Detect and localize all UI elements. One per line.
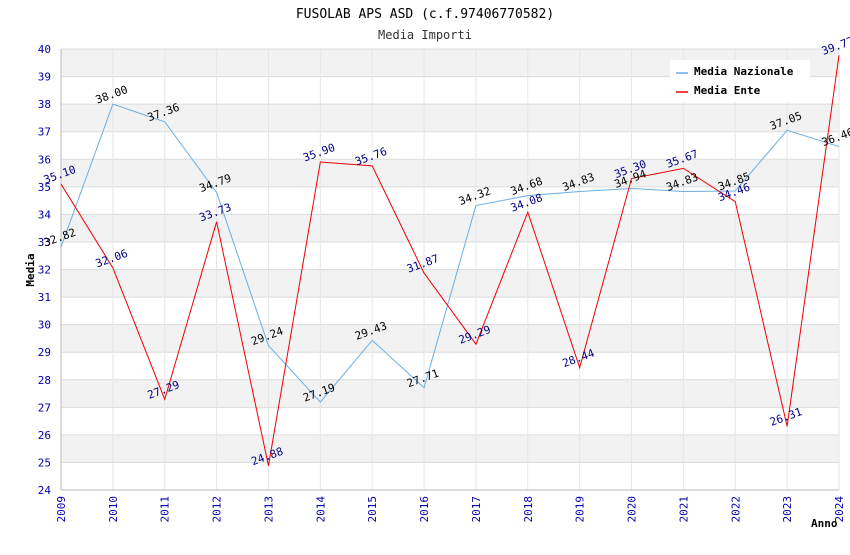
x-tick-label: 2018 <box>522 496 535 523</box>
grid-band <box>61 159 839 187</box>
grid-band <box>61 104 839 132</box>
legend-label-nazionale: Media Nazionale <box>694 65 794 78</box>
x-tick-label: 2022 <box>729 496 742 523</box>
x-tick-label: 2016 <box>418 496 431 523</box>
x-tick-label: 2009 <box>55 496 68 523</box>
y-tick-label: 35 <box>38 181 51 194</box>
x-axis-label: Anno <box>811 517 838 530</box>
x-tick-label: 2017 <box>470 496 483 523</box>
data-label: 38.00 <box>94 83 130 107</box>
data-label: 32.82 <box>42 226 78 250</box>
grid-band <box>61 434 839 463</box>
y-tick-label: 31 <box>38 291 51 304</box>
y-tick-label: 33 <box>38 236 51 249</box>
chart-title: FUSOLAB APS ASD (c.f.97406770582) <box>296 7 554 22</box>
x-tick-label: 2021 <box>677 496 690 523</box>
legend-background <box>670 60 810 102</box>
axes <box>60 49 839 491</box>
y-tick-label: 29 <box>38 346 51 359</box>
data-label: 26.31 <box>768 405 804 429</box>
x-tick-labels: 2009 2010 2011 2012 2013 2014 2015 2016 2017 2018… <box>55 496 846 523</box>
x-tick-label: 2015 <box>366 496 379 523</box>
series-lines <box>60 55 840 466</box>
grid-band <box>61 214 839 242</box>
y-tick-label: 24 <box>38 484 52 497</box>
grid-band <box>61 379 839 408</box>
x-tick-label: 2023 <box>781 496 794 523</box>
data-label: 34.32 <box>457 184 493 208</box>
y-tick-label: 25 <box>38 456 51 469</box>
series-line-media-nazionale <box>60 103 840 403</box>
legend-label-ente: Media Ente <box>694 84 761 97</box>
x-tick-label: 2020 <box>626 496 639 523</box>
x-tick-label: 2012 <box>211 496 224 523</box>
y-tick-label: 34 <box>38 208 52 221</box>
y-tick-label: 27 <box>38 401 51 414</box>
x-tick-label: 2010 <box>107 496 120 523</box>
x-tick-label: 2019 <box>574 496 587 523</box>
y-tick-label: 39 <box>38 71 51 84</box>
grid-band <box>61 324 839 353</box>
y-tick-labels: 24 25 26 27 28 29 30 31 32 33 34 35 36 37 38 39 40 <box>38 43 52 497</box>
x-tick-label: 2011 <box>159 496 172 523</box>
series-line-media-ente <box>60 55 840 466</box>
y-tick-label: 40 <box>38 43 51 56</box>
y-tick-label: 28 <box>38 374 51 387</box>
x-tick-label: 2013 <box>262 496 275 523</box>
x-tick-label: 2014 <box>314 496 327 523</box>
y-axis-label: Media <box>24 253 37 286</box>
y-tick-label: 32 <box>38 264 51 277</box>
y-tick-label: 37 <box>38 126 51 139</box>
legend: Media Nazionale Media Ente <box>670 60 810 102</box>
chart-subtitle: Media Importi <box>378 28 472 42</box>
y-tick-label: 30 <box>38 319 51 332</box>
y-tick-label: 36 <box>38 153 51 166</box>
grid-band <box>61 269 839 298</box>
grid-bands <box>61 49 839 463</box>
x-tick-label: 2024 <box>833 496 846 523</box>
y-tick-label: 38 <box>38 98 51 111</box>
y-tick-label: 26 <box>38 429 51 442</box>
